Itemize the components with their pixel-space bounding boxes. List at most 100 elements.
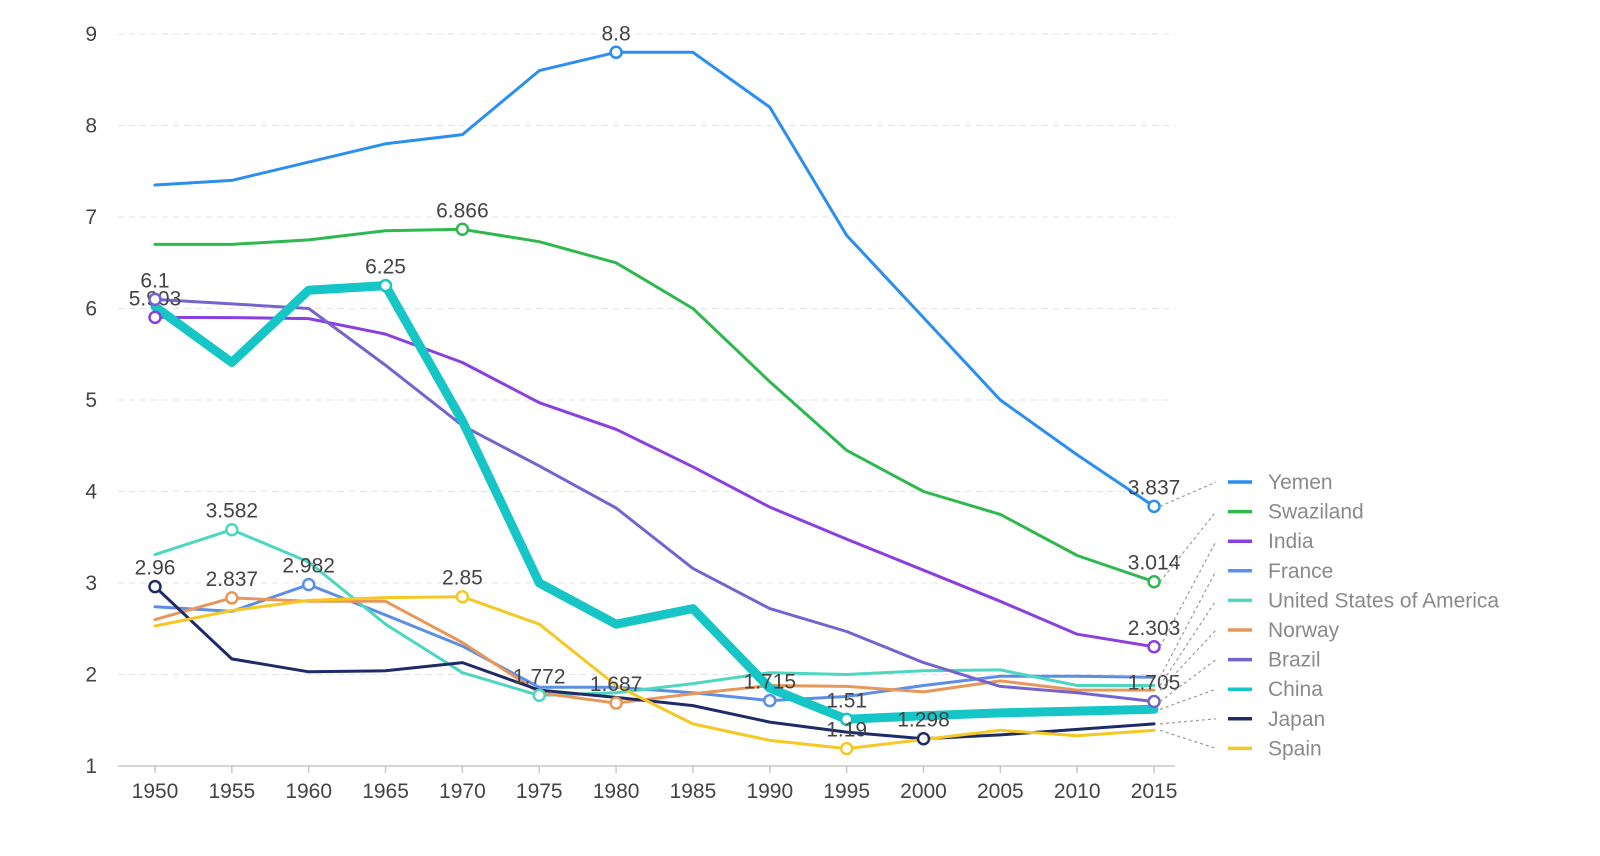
legend-label: India bbox=[1268, 530, 1314, 553]
legend-label: Brazil bbox=[1268, 649, 1321, 672]
data-point[interactable] bbox=[378, 278, 393, 293]
series-line-united-states-of-america bbox=[153, 528, 1156, 697]
x-tick-label: 2010 bbox=[1054, 780, 1101, 803]
legend-label: Spain bbox=[1268, 737, 1322, 760]
data-label: 1.715 bbox=[744, 671, 797, 694]
legend-label: Swaziland bbox=[1268, 501, 1364, 524]
data-label: 8.8 bbox=[601, 22, 630, 45]
data-point[interactable] bbox=[455, 589, 470, 604]
y-tick-label: 7 bbox=[85, 206, 97, 229]
axes: 1 2 3 4 5 6 7 8 9 1950 1955 1960 1965 1970 1975 1980 198… bbox=[85, 23, 1177, 803]
data-label: 3.582 bbox=[206, 500, 259, 523]
data-point[interactable] bbox=[839, 712, 854, 727]
data-point[interactable] bbox=[609, 696, 623, 710]
x-tick-label: 1950 bbox=[132, 780, 179, 803]
legend-item[interactable]: Spain bbox=[1228, 737, 1322, 760]
x-tick-label: 1965 bbox=[362, 780, 409, 803]
data-point[interactable] bbox=[148, 292, 162, 307]
x-tick-label: 1960 bbox=[285, 780, 332, 803]
y-tick-label: 1 bbox=[85, 755, 97, 778]
legend-label: France bbox=[1268, 560, 1333, 583]
series-line-yemen bbox=[153, 50, 1156, 508]
x-tick-label: 1980 bbox=[593, 780, 640, 803]
data-point[interactable] bbox=[1147, 574, 1161, 589]
x-tick-label: 1990 bbox=[746, 780, 793, 803]
data-label: 1.298 bbox=[897, 709, 950, 732]
data-label: 3.014 bbox=[1128, 552, 1181, 575]
legend-item[interactable]: Yemen bbox=[1228, 471, 1333, 494]
legend-item[interactable]: France bbox=[1228, 560, 1333, 583]
data-point[interactable] bbox=[532, 688, 546, 703]
data-point[interactable] bbox=[301, 577, 316, 592]
legend-item[interactable]: Japan bbox=[1228, 708, 1325, 731]
y-tick-label: 4 bbox=[85, 481, 97, 504]
data-markers: 8.83.8376.8663.0145.9032.3032.9821.7153.… bbox=[129, 22, 1181, 756]
data-point[interactable] bbox=[763, 693, 777, 708]
x-tick-label: 1970 bbox=[439, 780, 486, 803]
legend: Yemen Swaziland India France United States o… bbox=[1159, 471, 1499, 760]
y-tick-label: 3 bbox=[85, 572, 97, 595]
data-label: 2.303 bbox=[1128, 617, 1181, 640]
legend-item[interactable]: China bbox=[1228, 678, 1323, 701]
data-point[interactable] bbox=[1147, 694, 1161, 709]
x-tick-label: 1995 bbox=[823, 780, 870, 803]
data-label: 2.96 bbox=[135, 557, 176, 580]
legend-label: China bbox=[1268, 678, 1323, 701]
series-line-spain bbox=[153, 595, 1156, 751]
data-label: 6.25 bbox=[365, 256, 406, 279]
series-line-brazil bbox=[153, 297, 1156, 703]
legend-label: Yemen bbox=[1268, 471, 1333, 494]
data-label: 2.837 bbox=[206, 568, 259, 591]
data-point[interactable] bbox=[916, 731, 931, 746]
data-label: 3.837 bbox=[1128, 476, 1181, 499]
data-point[interactable] bbox=[609, 45, 623, 60]
data-point[interactable] bbox=[225, 591, 239, 605]
data-point[interactable] bbox=[1147, 499, 1161, 514]
y-tick-label: 2 bbox=[85, 664, 97, 687]
legend-item[interactable]: Brazil bbox=[1228, 649, 1321, 672]
series-line-swaziland bbox=[153, 227, 1156, 584]
legend-leader-line bbox=[1159, 718, 1217, 725]
data-label: 6.1 bbox=[140, 269, 169, 292]
data-label: 6.866 bbox=[436, 199, 489, 222]
legend-item[interactable]: Norway bbox=[1228, 619, 1340, 642]
legend-leader-line bbox=[1159, 600, 1217, 686]
series-line-china bbox=[150, 281, 1159, 724]
legend-leader-line bbox=[1159, 481, 1217, 507]
x-tick-label: 1985 bbox=[670, 780, 717, 803]
legend-leader-line bbox=[1159, 629, 1217, 691]
data-point[interactable] bbox=[148, 310, 162, 325]
data-point[interactable] bbox=[1147, 640, 1161, 654]
x-tick-label: 1955 bbox=[208, 780, 255, 803]
y-tick-label: 8 bbox=[85, 115, 97, 138]
legend-label: United States of America bbox=[1268, 589, 1499, 612]
series-line-france bbox=[153, 583, 1156, 703]
x-tick-label: 2005 bbox=[977, 780, 1024, 803]
y-tick-label: 9 bbox=[85, 23, 97, 46]
y-tick-label: 5 bbox=[85, 389, 97, 412]
legend-item[interactable]: United States of America bbox=[1228, 589, 1499, 612]
data-point[interactable] bbox=[455, 222, 470, 237]
series-lines bbox=[150, 50, 1159, 751]
legend-leader-line bbox=[1159, 688, 1217, 710]
x-tick-label: 1975 bbox=[516, 780, 563, 803]
data-label: 1.687 bbox=[590, 673, 643, 696]
legend-leader-line bbox=[1159, 540, 1217, 648]
data-point[interactable] bbox=[839, 741, 854, 756]
data-label: 1.51 bbox=[826, 689, 867, 712]
x-tick-label: 2000 bbox=[900, 780, 947, 803]
data-point[interactable] bbox=[148, 579, 162, 594]
legend-leader-line bbox=[1159, 511, 1217, 583]
data-label: 2.982 bbox=[282, 555, 335, 578]
series-line-india bbox=[153, 315, 1156, 649]
legend-label: Japan bbox=[1268, 708, 1325, 731]
data-label: 2.85 bbox=[442, 567, 483, 590]
legend-item[interactable]: India bbox=[1228, 530, 1314, 553]
data-label: 1.705 bbox=[1128, 671, 1181, 694]
data-point[interactable] bbox=[225, 522, 239, 537]
legend-leader-line bbox=[1159, 570, 1217, 678]
legend-item[interactable]: Swaziland bbox=[1228, 501, 1364, 524]
y-tick-label: 6 bbox=[85, 298, 97, 321]
